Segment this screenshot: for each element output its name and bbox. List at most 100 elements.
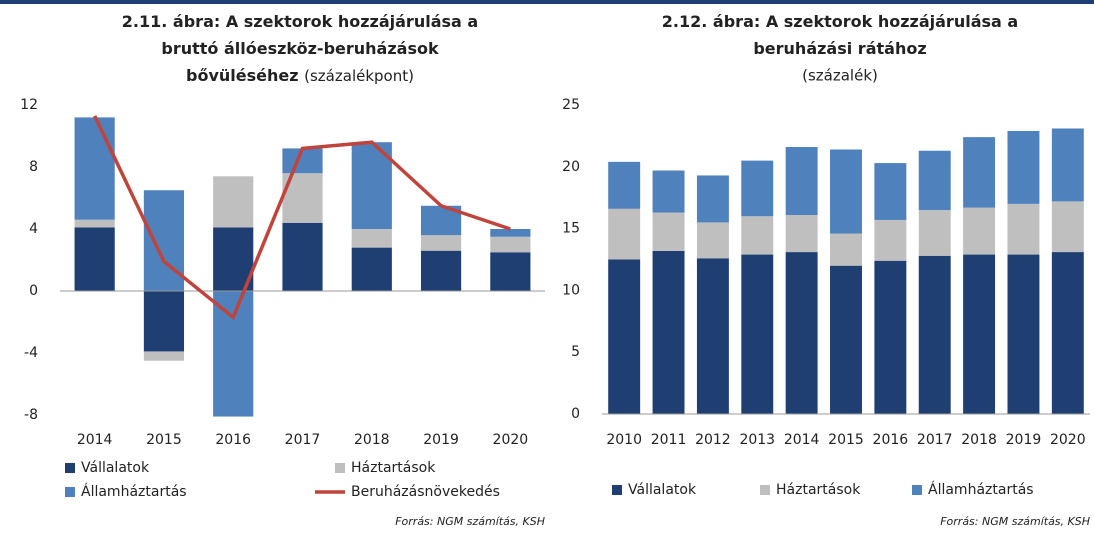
x-tick-label: 2019 xyxy=(423,432,459,448)
legend-swatch xyxy=(65,487,75,497)
title-line: 2.11. ábra: A szektorok hozzájárulása a xyxy=(122,12,478,31)
bar xyxy=(696,222,729,259)
bar xyxy=(490,252,531,291)
bar xyxy=(1051,252,1084,414)
bar xyxy=(652,250,685,414)
x-tick-label: 2017 xyxy=(917,432,953,448)
bar xyxy=(963,254,996,414)
bar xyxy=(74,227,115,291)
bar xyxy=(1007,203,1040,255)
bar xyxy=(213,176,254,228)
bar xyxy=(918,255,951,414)
bar xyxy=(608,259,641,414)
bar xyxy=(420,235,462,251)
source-note: Forrás: NGM számítás, KSH xyxy=(395,515,545,528)
title-line: 2.12. ábra: A szektorok hozzájárulása a xyxy=(662,12,1018,31)
bar xyxy=(830,265,862,414)
x-tick-label: 2013 xyxy=(739,432,775,448)
bar xyxy=(741,160,774,217)
x-tick-label: 2015 xyxy=(146,432,182,448)
legend-swatch xyxy=(335,463,345,473)
bar xyxy=(490,229,531,237)
bar xyxy=(420,250,462,291)
x-tick-label: 2012 xyxy=(695,432,731,448)
x-tick-label: 2016 xyxy=(873,432,909,448)
chart-title: beruházási rátához xyxy=(753,39,926,58)
legend-swatch xyxy=(612,485,622,495)
x-tick-label: 2010 xyxy=(606,432,642,448)
legend-label: Beruházásnövekedés xyxy=(351,484,500,500)
chart-title: bruttó állóeszköz-beruházások xyxy=(161,39,439,58)
title-line: beruházási rátához xyxy=(753,39,926,58)
x-tick-label: 2020 xyxy=(1050,432,1086,448)
legend-label: Államháztartás xyxy=(928,481,1034,498)
chart-title: bővüléséhez (százalékpont) xyxy=(186,66,414,85)
bar xyxy=(1007,130,1040,204)
bar xyxy=(143,190,185,291)
line xyxy=(93,115,511,321)
bar xyxy=(963,137,996,208)
legend-swatch xyxy=(760,485,770,495)
bar xyxy=(1007,254,1040,414)
bar xyxy=(830,149,862,234)
x-tick-label: 2018 xyxy=(961,432,997,448)
legend-label: Államháztartás xyxy=(81,483,187,500)
x-tick-label: 2020 xyxy=(493,432,529,448)
bar xyxy=(213,291,254,417)
y-tick-label: 8 xyxy=(29,159,38,175)
bar xyxy=(351,229,392,248)
x-tick-label: 2017 xyxy=(285,432,321,448)
bar xyxy=(785,147,818,216)
title-line: bővüléséhez xyxy=(186,66,299,85)
bar xyxy=(143,351,185,361)
source-note: Forrás: NGM számítás, KSH xyxy=(940,515,1090,528)
title-line: bruttó állóeszköz-beruházások xyxy=(161,39,439,58)
x-tick-label: 2016 xyxy=(215,432,251,448)
y-tick-label: 20 xyxy=(562,159,580,175)
legend-label: Háztartások xyxy=(351,460,436,476)
y-tick-label: 12 xyxy=(20,97,38,113)
y-tick-label: 5 xyxy=(571,344,580,360)
legend-label: Háztartások xyxy=(776,482,861,498)
y-tick-label: 0 xyxy=(29,283,38,299)
x-tick-label: 2011 xyxy=(651,432,687,448)
bar xyxy=(74,117,115,220)
bar xyxy=(785,215,818,253)
legend-swatch xyxy=(65,463,75,473)
bar xyxy=(874,260,907,414)
x-tick-label: 2018 xyxy=(354,432,390,448)
bar xyxy=(785,252,818,414)
y-tick-label: 4 xyxy=(29,221,38,237)
chart-subtitle: (százalék) xyxy=(802,67,878,85)
y-tick-label: -4 xyxy=(24,345,38,361)
bar xyxy=(652,170,685,213)
bar xyxy=(741,216,774,255)
bar xyxy=(74,219,115,228)
top-rule xyxy=(0,0,1094,4)
bar xyxy=(143,291,185,352)
y-tick-label: 10 xyxy=(562,282,580,298)
bar xyxy=(696,258,729,414)
chart-title: 2.12. ábra: A szektorok hozzájárulása a xyxy=(662,12,1018,31)
x-tick-label: 2014 xyxy=(784,432,820,448)
bar xyxy=(963,207,996,255)
bar xyxy=(608,161,641,209)
y-tick-label: 25 xyxy=(562,97,580,113)
bar xyxy=(874,163,907,220)
y-tick-label: 15 xyxy=(562,221,580,237)
legend-label: Vállalatok xyxy=(81,460,150,476)
chart-title: 2.11. ábra: A szektorok hozzájárulása a xyxy=(122,12,478,31)
bar xyxy=(830,233,862,266)
bar xyxy=(282,222,323,291)
legend-swatch xyxy=(912,485,922,495)
x-tick-label: 2014 xyxy=(77,432,113,448)
x-tick-label: 2019 xyxy=(1006,432,1042,448)
chart-subtitle: (százalékpont) xyxy=(304,67,414,85)
bar xyxy=(874,219,907,261)
legend-label: Vállalatok xyxy=(628,482,697,498)
bar xyxy=(918,210,951,256)
bar xyxy=(1051,128,1084,202)
y-tick-label: -8 xyxy=(24,407,38,423)
bar xyxy=(652,212,685,251)
